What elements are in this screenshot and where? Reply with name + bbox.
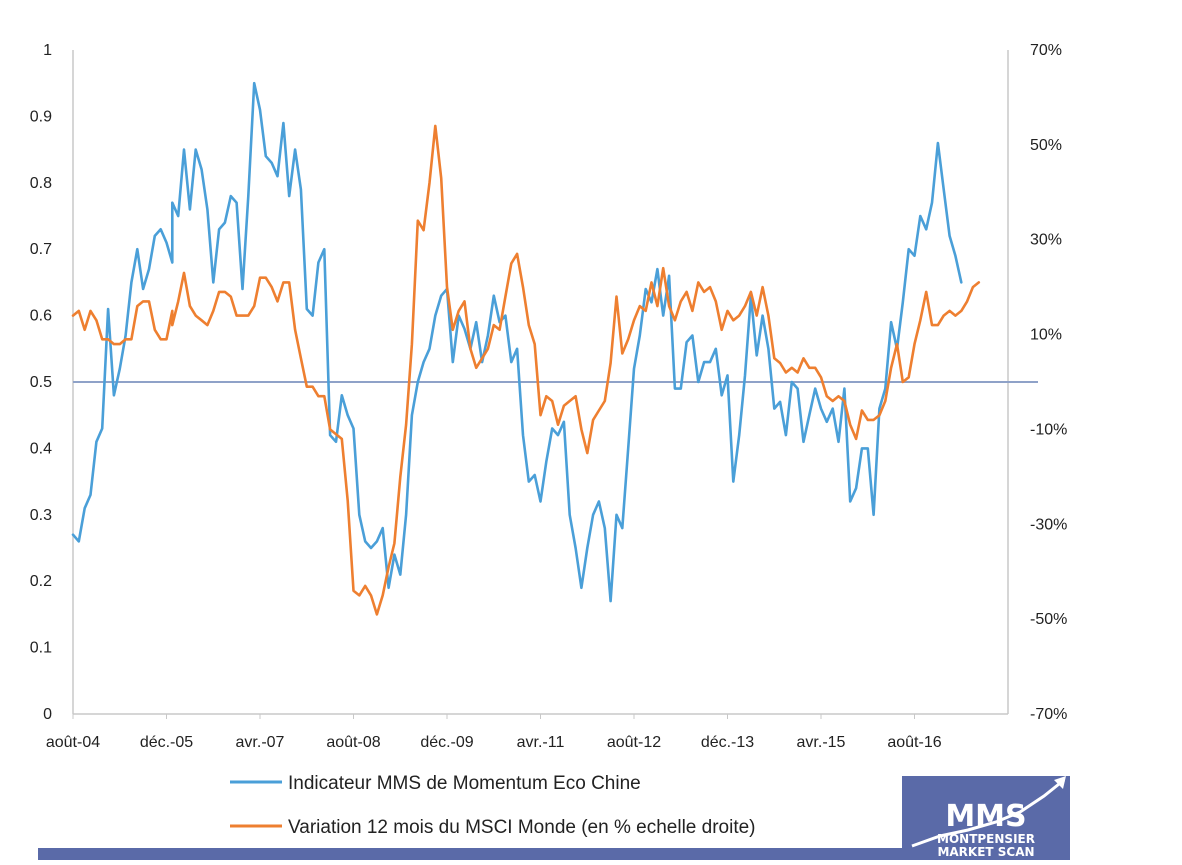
y-left-tick-label: 1: [43, 42, 52, 59]
x-tick-label: août-04: [46, 734, 100, 751]
legend: Indicateur MMS de Momentum Eco Chine Var…: [230, 773, 756, 838]
x-tick-label: déc.-09: [420, 734, 473, 751]
y-right-tick-label: -70%: [1030, 706, 1067, 723]
y-right-tick-label: -30%: [1030, 516, 1067, 533]
logo-arrow-head-icon: [1054, 776, 1066, 789]
logo-arrow-icon: [911, 778, 1065, 848]
y-left-tick-label: 0: [43, 706, 52, 723]
tick-labels-layer: 0 0.1 0.2 0.3 0.4 0.5 0.6 0.7 0.8 0.9 1 -70% -50% -30…: [30, 42, 1068, 751]
legend-label-msci: Variation 12 mois du MSCI Monde (en % ec…: [288, 817, 756, 838]
y-right-tick-label: -10%: [1030, 421, 1067, 438]
x-tick-label: avr.-11: [517, 734, 565, 751]
y-right-tick-label: -50%: [1030, 611, 1067, 628]
x-tick-label: août-08: [326, 734, 380, 751]
series-layer: [71, 81, 981, 616]
logo-background: [902, 776, 1070, 860]
y-right-tick-label: 30%: [1030, 232, 1062, 249]
y-left-tick-label: 0.3: [30, 507, 52, 524]
axes-layer: [72, 50, 1009, 719]
y-left-tick-label: 0.4: [30, 440, 52, 457]
x-tick-label: avr.-15: [797, 734, 846, 751]
mms-logo: MMS MONTPENSIER MARKET SCAN: [902, 776, 1070, 860]
logo-title: MMS: [945, 799, 1026, 834]
x-tick-label: août-12: [607, 734, 661, 751]
x-tick-label: déc.-13: [701, 734, 754, 751]
y-left-tick-label: 0.9: [30, 108, 52, 125]
y-left-tick-label: 0.8: [30, 175, 52, 192]
y-left-tick-label: 0.5: [30, 374, 52, 391]
y-left-tick-label: 0.6: [30, 308, 52, 325]
logo-subtitle-1: MONTPENSIER: [937, 832, 1035, 846]
y-left-tick-label: 0.7: [30, 241, 52, 258]
y-right-tick-label: 70%: [1030, 42, 1062, 59]
x-tick-label: août-16: [887, 734, 941, 751]
x-tick-label: avr.-07: [236, 734, 285, 751]
y-left-tick-label: 0.2: [30, 573, 52, 590]
logo-subtitle-2: MARKET SCAN: [937, 845, 1034, 859]
series-line-msci-variation: [71, 124, 981, 616]
y-right-tick-label: 50%: [1030, 137, 1062, 154]
x-tick-label: déc.-05: [140, 734, 193, 751]
y-left-tick-label: 0.1: [30, 640, 52, 657]
series-line-mms-momentum: [71, 81, 963, 603]
y-right-tick-label: 10%: [1030, 327, 1062, 344]
legend-label-mms: Indicateur MMS de Momentum Eco Chine: [288, 773, 641, 794]
footer-bar: [38, 848, 1070, 860]
